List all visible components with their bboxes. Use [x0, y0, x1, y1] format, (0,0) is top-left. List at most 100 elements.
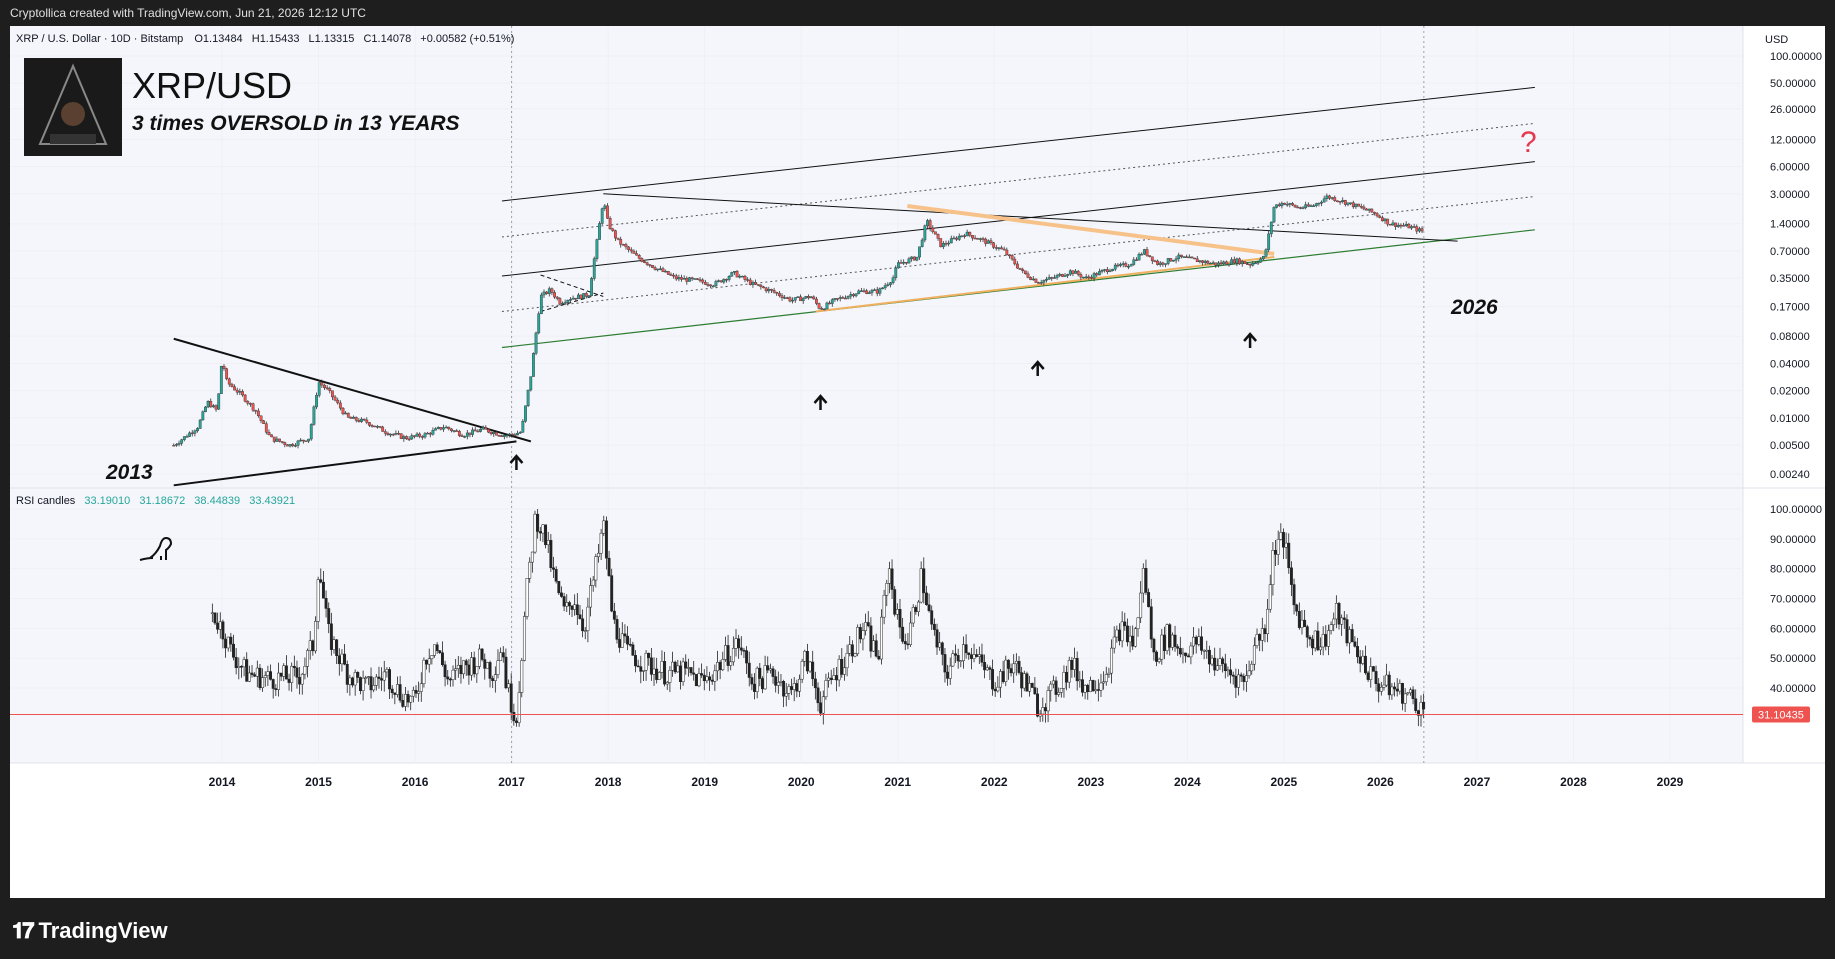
price-candle: [1418, 228, 1421, 232]
price-candle: [931, 227, 935, 232]
rsi-candle: [287, 678, 291, 683]
rsi-candle: [1067, 660, 1071, 683]
price-candle: [1354, 203, 1358, 208]
rsi-candle: [266, 671, 270, 676]
price-candle: [465, 432, 469, 437]
rsi-candle: [1334, 603, 1338, 620]
rsi-candle: [1422, 702, 1426, 710]
price-candle: [801, 297, 805, 302]
price-candle: [262, 420, 266, 424]
time-tick-label: 2017: [498, 775, 525, 789]
price-candle: [664, 270, 668, 273]
price-candle: [1349, 202, 1353, 204]
rsi-candle: [599, 532, 603, 554]
price-candle: [971, 235, 974, 239]
rsi-candle: [229, 636, 233, 645]
rsi-candle: [716, 662, 719, 672]
price-candle: [1261, 256, 1265, 260]
rsi-candle: [483, 659, 487, 669]
rsi-candle: [1274, 550, 1277, 555]
price-candle: [219, 365, 223, 394]
price-candle: [1074, 270, 1077, 274]
rsi-candle: [835, 675, 838, 681]
rsi-candle: [615, 619, 619, 640]
rsi-candle: [1012, 663, 1016, 674]
price-candle: [595, 239, 599, 259]
rsi-legend[interactable]: RSI candles 33.19010 31.18672 38.44839 3…: [16, 495, 295, 507]
oversold-arrow-icon: [509, 454, 524, 470]
rsi-candle: [636, 665, 640, 668]
rsi-axis[interactable]: 100.00000 90.00000 80.00000 70.00000 60.0000…: [1770, 504, 1822, 695]
price-candle: [325, 387, 329, 389]
rsi-candle: [1308, 636, 1312, 640]
rsi-candle: [673, 661, 677, 673]
price-candle: [1153, 260, 1157, 263]
rsi-candle: [882, 594, 886, 618]
rsi-candle: [1215, 665, 1219, 671]
price-axis[interactable]: 100.00000 50.00000 26.00000 12.00000 6.00000…: [1770, 51, 1822, 481]
rsi-candle: [1276, 539, 1280, 555]
rsi-candle: [329, 623, 333, 650]
price-candle: [278, 438, 281, 442]
price-candle: [566, 299, 570, 303]
time-tick-label: 2024: [1174, 775, 1201, 789]
rsi-candle: [567, 602, 571, 607]
rsi-candle: [337, 655, 341, 665]
price-candle: [1291, 203, 1294, 206]
rsi-candle: [1004, 659, 1008, 682]
rsi-candle: [811, 661, 815, 680]
rsi-candle: [1099, 682, 1103, 691]
price-candle: [1325, 195, 1329, 199]
rsi-candle: [800, 660, 804, 680]
price-tick-label: 0.02000: [1770, 386, 1810, 398]
chart-frame[interactable]: 100.00000 50.00000 26.00000 12.00000 6.00000…: [10, 26, 1825, 898]
price-candle: [492, 432, 496, 435]
price-candle: [936, 234, 940, 239]
rsi-candle: [398, 684, 402, 701]
price-candle: [196, 428, 199, 432]
price-candle: [653, 267, 657, 270]
rsi-pane-bg: [10, 488, 1743, 763]
price-candle: [497, 435, 501, 437]
currency-label[interactable]: USD: [1765, 34, 1788, 46]
rsi-candle: [1332, 618, 1336, 625]
rsi-candle: [1377, 683, 1381, 692]
rsi-candle: [956, 655, 960, 662]
time-axis[interactable]: 2014 2015 2016 2017 2018 2019 2020 2021 2022 2023…: [209, 775, 1684, 789]
tradingview-brand[interactable]: 𝟏𝟕 TradingView: [12, 918, 168, 944]
rsi-candle: [1017, 660, 1021, 673]
price-candle: [740, 275, 744, 278]
trendlines: [173, 86, 1535, 487]
rsi-candle: [1403, 693, 1407, 704]
price-candle: [1042, 279, 1046, 283]
rsi-candle: [771, 668, 775, 677]
rsi-candle: [417, 691, 421, 694]
price-candle: [534, 332, 538, 354]
price-candle: [264, 423, 268, 433]
symbol-legend[interactable]: XRP / U.S. Dollar · 10D · Bitstamp O1.13…: [16, 33, 514, 45]
rsi-name[interactable]: RSI candles: [16, 495, 76, 507]
price-candle: [338, 402, 342, 409]
rsi-candle: [983, 662, 987, 671]
price-candle: [542, 291, 546, 296]
rsi-candle: [991, 669, 994, 690]
price-candle: [1045, 278, 1048, 281]
price-candle: [296, 440, 300, 446]
rsi-candle: [655, 668, 659, 680]
price-candle: [1254, 262, 1257, 265]
rsi-candle: [1398, 683, 1402, 692]
price-candle: [799, 296, 802, 302]
rsi-candle: [887, 568, 891, 584]
price-candle: [230, 383, 234, 387]
price-candle: [362, 418, 366, 421]
price-candle: [346, 412, 350, 418]
time-tick-label: 2020: [788, 775, 815, 789]
channel-dotted-lower: [501, 196, 1535, 313]
chart-canvas[interactable]: 100.00000 50.00000 26.00000 12.00000 6.00000…: [10, 26, 1825, 898]
rsi-candle: [554, 569, 558, 582]
symbol-name[interactable]: XRP / U.S. Dollar · 10D · Bitstamp: [16, 33, 183, 45]
rsi-candle: [247, 672, 251, 682]
price-candle: [867, 292, 871, 294]
rsi-candle: [525, 578, 529, 617]
price-candle: [978, 238, 982, 240]
